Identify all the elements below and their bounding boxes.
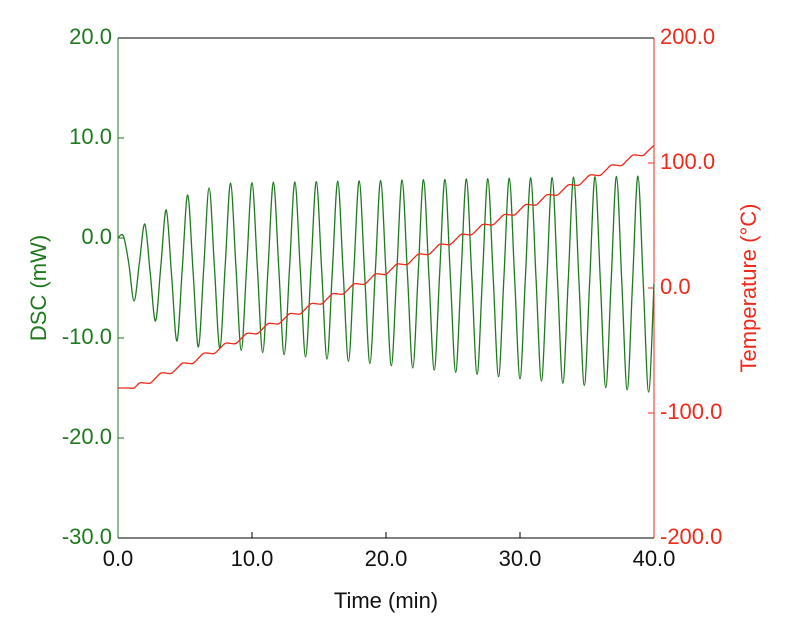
series-line	[117, 175, 655, 393]
y2-axis-title: Temperature (°C)	[736, 204, 761, 373]
y2-tick-label: 200.0	[660, 24, 715, 49]
series-line	[117, 144, 655, 390]
y-tick-label: -30.0	[62, 524, 112, 549]
x-tick-label: 40.0	[633, 546, 676, 571]
y-axis-title: DSC (mW)	[26, 235, 51, 341]
x-axis-title: Time (min)	[334, 588, 438, 613]
y-tick-label: -20.0	[62, 424, 112, 449]
y-tick-label: 0.0	[81, 224, 112, 249]
y2-tick-label: -100.0	[660, 399, 722, 424]
y2-tick-label: 0.0	[660, 274, 691, 299]
y-tick-label: -10.0	[62, 324, 112, 349]
x-tick-label: 20.0	[365, 546, 408, 571]
y-tick-label: 10.0	[69, 124, 112, 149]
y2-tick-label: -200.0	[660, 524, 722, 549]
x-tick-label: 0.0	[103, 546, 134, 571]
x-tick-label: 10.0	[231, 546, 274, 571]
y2-tick-label: 100.0	[660, 149, 715, 174]
x-tick-label: 30.0	[499, 546, 542, 571]
y-tick-label: 20.0	[69, 24, 112, 49]
